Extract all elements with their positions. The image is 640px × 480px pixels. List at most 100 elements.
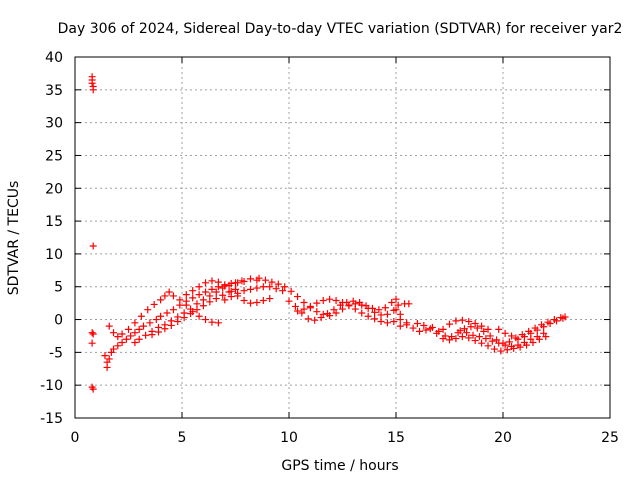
grid xyxy=(75,57,610,418)
data-point xyxy=(291,302,299,310)
data-point xyxy=(396,316,404,324)
data-point xyxy=(131,329,139,337)
data-point xyxy=(118,330,126,338)
data-point xyxy=(405,300,413,308)
x-tick-label: 5 xyxy=(178,430,187,446)
data-point xyxy=(304,315,312,323)
data-point xyxy=(88,79,96,87)
data-point xyxy=(413,319,421,327)
data-point xyxy=(114,342,122,350)
data-point xyxy=(439,325,447,333)
data-point xyxy=(174,318,182,326)
data-point xyxy=(281,283,289,291)
data-point xyxy=(520,333,528,341)
data-point xyxy=(105,355,113,363)
data-point xyxy=(240,297,248,305)
data-point xyxy=(409,324,417,332)
data-point xyxy=(214,319,222,327)
data-point xyxy=(221,282,229,290)
data-point xyxy=(105,322,113,330)
data-point xyxy=(227,293,235,301)
data-point xyxy=(101,352,109,360)
data-point xyxy=(501,341,509,349)
data-point xyxy=(285,297,293,305)
x-tick-label: 15 xyxy=(387,430,405,446)
data-points xyxy=(88,73,569,393)
data-point xyxy=(456,327,464,335)
data-point xyxy=(452,335,460,343)
data-point xyxy=(533,333,541,341)
data-point xyxy=(208,277,216,285)
data-point xyxy=(131,339,139,347)
data-point xyxy=(345,301,353,309)
data-point xyxy=(482,335,490,343)
data-point xyxy=(189,308,197,316)
data-point xyxy=(202,288,210,296)
data-point xyxy=(169,306,177,314)
data-point xyxy=(339,298,346,306)
data-point xyxy=(259,297,267,305)
y-tick-label: -10 xyxy=(40,378,63,394)
data-point xyxy=(202,279,210,287)
data-point xyxy=(306,302,314,310)
y-tick-labels: -15 -10 -5 0 5 10 15 20 25 30 35 40 xyxy=(40,50,63,427)
data-point xyxy=(232,279,239,287)
y-axis-label: SDTVAR / TECUs xyxy=(6,181,22,296)
data-point xyxy=(300,305,308,313)
data-point xyxy=(358,309,366,317)
data-point xyxy=(439,335,447,343)
x-tick-label: 25 xyxy=(601,430,619,446)
data-point xyxy=(182,291,190,299)
data-point xyxy=(135,325,143,333)
data-point xyxy=(490,345,498,353)
y-tick-label: 25 xyxy=(45,148,63,164)
data-point xyxy=(484,342,492,350)
data-point xyxy=(274,280,282,288)
data-point xyxy=(219,291,227,299)
data-point xyxy=(206,298,214,306)
data-point xyxy=(131,319,139,327)
data-point xyxy=(146,319,154,327)
data-point xyxy=(259,283,267,291)
data-point xyxy=(157,312,165,320)
data-point xyxy=(377,311,385,319)
data-point xyxy=(478,339,486,347)
data-point xyxy=(195,312,203,320)
data-point xyxy=(495,325,503,333)
data-point xyxy=(540,323,548,331)
data-point xyxy=(332,297,340,305)
data-point xyxy=(540,329,548,337)
data-point xyxy=(157,296,165,304)
data-point xyxy=(416,327,424,335)
data-point xyxy=(403,321,411,329)
data-point xyxy=(326,295,334,303)
data-point xyxy=(351,305,359,313)
data-point xyxy=(471,319,479,327)
x-tick-label: 0 xyxy=(71,430,80,446)
data-point xyxy=(246,299,254,307)
data-point xyxy=(495,339,503,347)
data-point xyxy=(377,318,385,326)
data-point xyxy=(208,318,216,326)
data-point xyxy=(279,287,287,295)
data-point xyxy=(199,296,207,304)
data-point xyxy=(182,301,190,309)
y-tick-label: 40 xyxy=(45,50,63,66)
data-point xyxy=(88,329,96,337)
plot-frame xyxy=(74,56,611,419)
data-point xyxy=(225,281,233,289)
data-point xyxy=(165,288,173,296)
data-point xyxy=(319,297,327,305)
data-point xyxy=(189,294,197,302)
data-point xyxy=(392,306,400,314)
data-point xyxy=(356,298,364,306)
data-point xyxy=(508,332,516,340)
data-point xyxy=(234,289,242,297)
data-point xyxy=(167,321,175,329)
data-point xyxy=(114,333,122,341)
data-point xyxy=(240,287,248,295)
data-point xyxy=(180,314,188,322)
data-point xyxy=(189,287,197,295)
data-point xyxy=(287,287,295,295)
data-point xyxy=(232,285,239,293)
